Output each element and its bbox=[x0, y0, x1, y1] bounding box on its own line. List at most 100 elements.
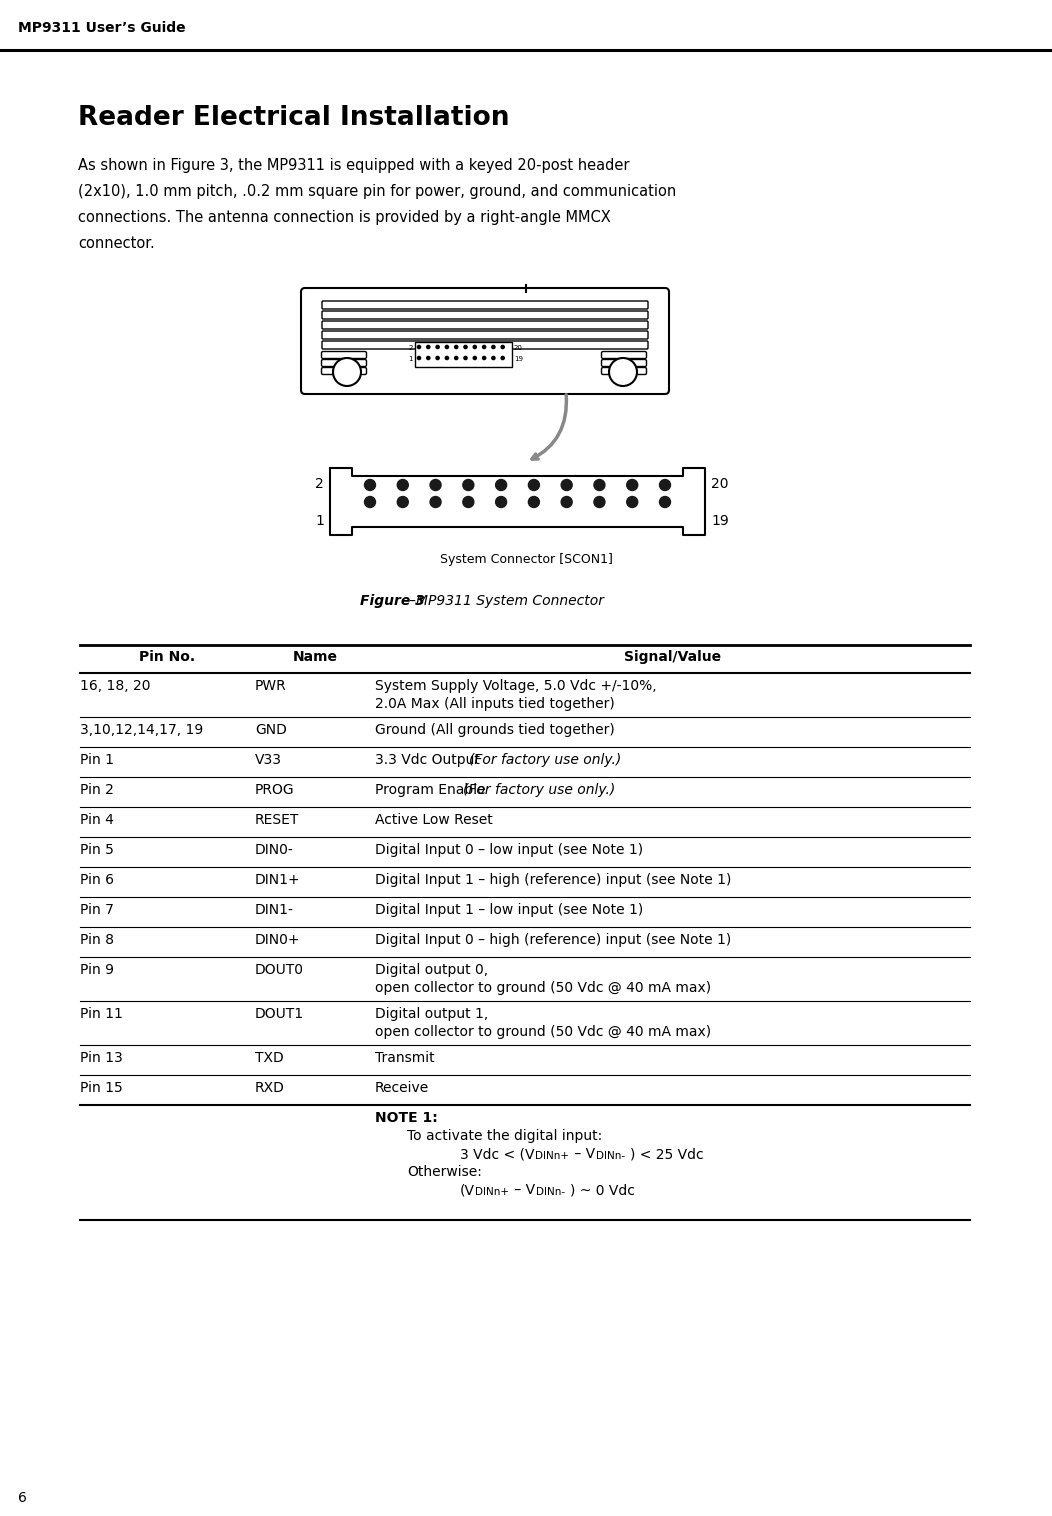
Text: Figure 3: Figure 3 bbox=[360, 594, 425, 608]
Circle shape bbox=[364, 497, 376, 508]
Circle shape bbox=[464, 356, 467, 359]
Text: open collector to ground (50 Vdc @ 40 mA max): open collector to ground (50 Vdc @ 40 mA… bbox=[375, 1025, 711, 1038]
Text: NOTE 1:: NOTE 1: bbox=[375, 1111, 438, 1125]
Circle shape bbox=[501, 346, 504, 349]
Text: Pin 2: Pin 2 bbox=[80, 782, 114, 797]
FancyBboxPatch shape bbox=[602, 359, 647, 367]
Circle shape bbox=[430, 479, 441, 491]
Circle shape bbox=[594, 479, 605, 491]
FancyBboxPatch shape bbox=[322, 330, 648, 340]
Text: Transmit: Transmit bbox=[375, 1051, 434, 1066]
Circle shape bbox=[473, 346, 477, 349]
Text: 19: 19 bbox=[514, 356, 523, 362]
Circle shape bbox=[483, 346, 486, 349]
Text: Pin 4: Pin 4 bbox=[80, 813, 114, 828]
Text: TXD: TXD bbox=[255, 1051, 284, 1066]
Text: DINn-: DINn- bbox=[596, 1151, 625, 1161]
Circle shape bbox=[463, 479, 473, 491]
Text: Pin 1: Pin 1 bbox=[80, 753, 114, 767]
Circle shape bbox=[594, 497, 605, 508]
Circle shape bbox=[418, 346, 421, 349]
Text: ) < 25 Vdc: ) < 25 Vdc bbox=[630, 1148, 704, 1161]
Text: GND: GND bbox=[255, 723, 287, 737]
FancyBboxPatch shape bbox=[322, 367, 366, 374]
Text: Pin 6: Pin 6 bbox=[80, 873, 114, 887]
Text: (For factory use only.): (For factory use only.) bbox=[468, 753, 621, 767]
Text: Pin 8: Pin 8 bbox=[80, 932, 114, 948]
Text: 2.0A Max (All inputs tied together): 2.0A Max (All inputs tied together) bbox=[375, 697, 614, 711]
Text: Digital Input 1 – low input (see Note 1): Digital Input 1 – low input (see Note 1) bbox=[375, 904, 643, 917]
Text: 2: 2 bbox=[408, 346, 413, 352]
Text: 19: 19 bbox=[711, 514, 729, 528]
FancyBboxPatch shape bbox=[322, 321, 648, 329]
Circle shape bbox=[454, 346, 458, 349]
Text: DINn-: DINn- bbox=[537, 1187, 565, 1198]
Text: Reader Electrical Installation: Reader Electrical Installation bbox=[78, 105, 509, 130]
Text: As shown in Figure 3, the MP9311 is equipped with a keyed 20-post header: As shown in Figure 3, the MP9311 is equi… bbox=[78, 158, 629, 173]
Text: System Supply Voltage, 5.0 Vdc +/-10%,: System Supply Voltage, 5.0 Vdc +/-10%, bbox=[375, 679, 656, 693]
FancyBboxPatch shape bbox=[602, 367, 647, 374]
Circle shape bbox=[495, 479, 507, 491]
Text: 2: 2 bbox=[316, 478, 324, 491]
Text: RXD: RXD bbox=[255, 1081, 285, 1095]
Text: DIN1+: DIN1+ bbox=[255, 873, 301, 887]
Text: Pin 5: Pin 5 bbox=[80, 843, 114, 857]
FancyBboxPatch shape bbox=[322, 341, 648, 349]
Text: open collector to ground (50 Vdc @ 40 mA max): open collector to ground (50 Vdc @ 40 mA… bbox=[375, 981, 711, 994]
FancyBboxPatch shape bbox=[322, 311, 648, 318]
Text: Pin No.: Pin No. bbox=[140, 650, 196, 664]
Circle shape bbox=[398, 479, 408, 491]
Text: Otherwise:: Otherwise: bbox=[407, 1164, 482, 1179]
Text: Signal/Value: Signal/Value bbox=[624, 650, 721, 664]
Circle shape bbox=[473, 356, 477, 359]
Circle shape bbox=[483, 356, 486, 359]
Circle shape bbox=[430, 497, 441, 508]
Text: Name: Name bbox=[292, 650, 338, 664]
Text: Ground (All grounds tied together): Ground (All grounds tied together) bbox=[375, 723, 614, 737]
Circle shape bbox=[491, 356, 495, 359]
Text: – V: – V bbox=[570, 1148, 595, 1161]
Text: Active Low Reset: Active Low Reset bbox=[375, 813, 492, 828]
Text: 20: 20 bbox=[711, 478, 728, 491]
Text: Pin 7: Pin 7 bbox=[80, 904, 114, 917]
Text: 3 Vdc < (V: 3 Vdc < (V bbox=[460, 1148, 534, 1161]
Text: (For factory use only.): (For factory use only.) bbox=[463, 782, 615, 797]
Circle shape bbox=[398, 497, 408, 508]
FancyBboxPatch shape bbox=[602, 352, 647, 358]
Text: 6: 6 bbox=[18, 1492, 27, 1505]
Circle shape bbox=[427, 346, 430, 349]
Text: Digital output 1,: Digital output 1, bbox=[375, 1007, 488, 1020]
Circle shape bbox=[660, 479, 670, 491]
Text: 1: 1 bbox=[316, 514, 324, 528]
Text: Program Enable: Program Enable bbox=[375, 782, 490, 797]
Circle shape bbox=[501, 356, 504, 359]
Text: DOUT0: DOUT0 bbox=[255, 963, 304, 976]
Text: Digital Input 0 – low input (see Note 1): Digital Input 0 – low input (see Note 1) bbox=[375, 843, 643, 857]
FancyBboxPatch shape bbox=[322, 359, 366, 367]
FancyBboxPatch shape bbox=[301, 288, 669, 394]
Text: 16, 18, 20: 16, 18, 20 bbox=[80, 679, 150, 693]
Text: V33: V33 bbox=[255, 753, 282, 767]
Text: (2x10), 1.0 mm pitch, .0.2 mm square pin for power, ground, and communication: (2x10), 1.0 mm pitch, .0.2 mm square pin… bbox=[78, 183, 676, 199]
Circle shape bbox=[561, 479, 572, 491]
Text: Receive: Receive bbox=[375, 1081, 429, 1095]
Text: 20: 20 bbox=[514, 346, 523, 352]
Text: – V: – V bbox=[510, 1182, 535, 1198]
Text: MP9311 User’s Guide: MP9311 User’s Guide bbox=[18, 21, 185, 35]
Circle shape bbox=[561, 497, 572, 508]
Text: Pin 15: Pin 15 bbox=[80, 1081, 123, 1095]
Circle shape bbox=[364, 479, 376, 491]
Text: PROG: PROG bbox=[255, 782, 295, 797]
Circle shape bbox=[445, 346, 448, 349]
Text: Pin 13: Pin 13 bbox=[80, 1051, 123, 1066]
Text: ) ~ 0 Vdc: ) ~ 0 Vdc bbox=[570, 1182, 634, 1198]
FancyBboxPatch shape bbox=[322, 352, 366, 358]
Circle shape bbox=[436, 346, 439, 349]
Text: DIN1-: DIN1- bbox=[255, 904, 294, 917]
Circle shape bbox=[333, 358, 361, 387]
Text: connections. The antenna connection is provided by a right-angle MMCX: connections. The antenna connection is p… bbox=[78, 211, 611, 224]
Circle shape bbox=[528, 479, 540, 491]
Text: (V: (V bbox=[460, 1182, 476, 1198]
Text: Pin 9: Pin 9 bbox=[80, 963, 114, 976]
Text: DIN0-: DIN0- bbox=[255, 843, 294, 857]
